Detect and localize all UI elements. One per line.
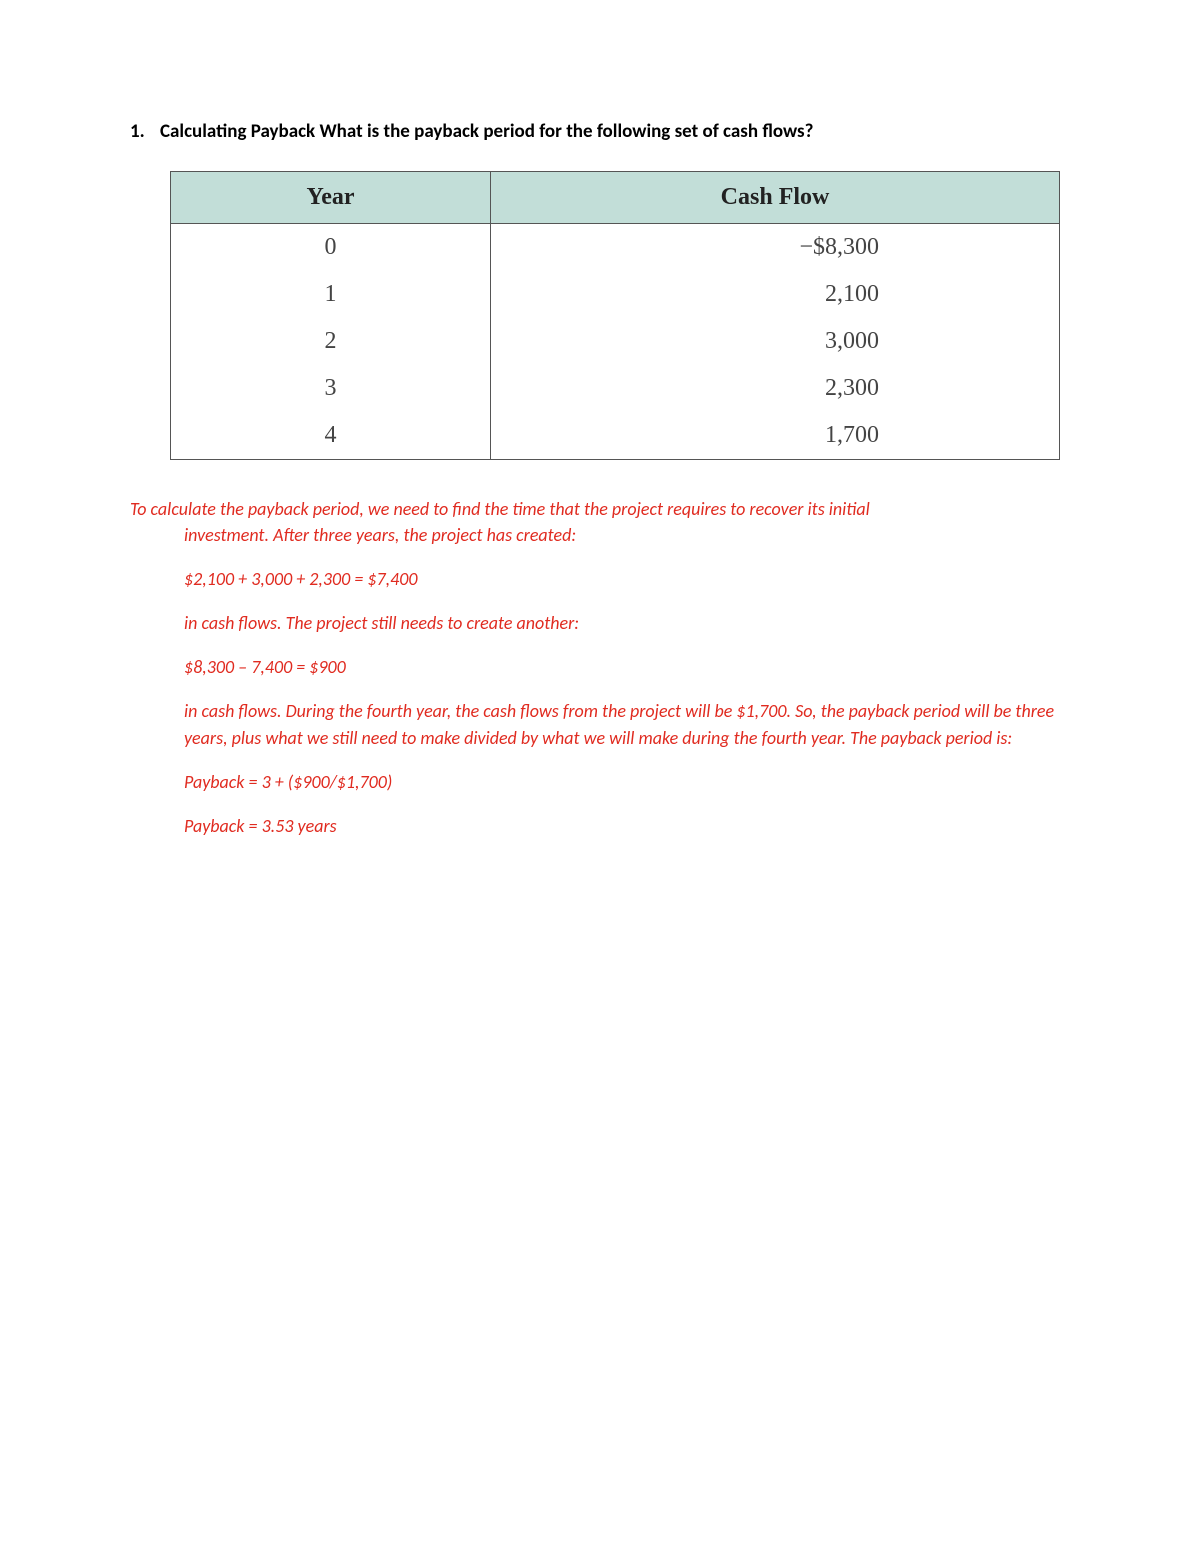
solution-step: in cash flows. The project still needs t… [130,610,1070,636]
cell-cashflow: 1,700 [491,412,1060,460]
solution-intro-line1: To calculate the payback period, we need… [130,498,870,520]
cell-year: 3 [171,365,491,412]
cashflow-table: Year Cash Flow 0 −$8,300 1 2,100 2 3,000… [170,171,1060,460]
cell-year: 2 [171,318,491,365]
cell-cashflow: −$8,300 [491,224,1060,272]
solution-step: Payback = 3.53 years [130,813,1070,839]
table-row: 0 −$8,300 [171,224,1060,272]
cell-year: 1 [171,271,491,318]
document-page: 1. Calculating Payback What is the payba… [0,0,1200,1553]
solution-step: Payback = 3 + ($900/$1,700) [130,769,1070,795]
solution-intro-line2: investment. After three years, the proje… [130,522,1070,548]
solution-block: To calculate the payback period, we need… [130,496,1070,839]
cell-cashflow: 2,300 [491,365,1060,412]
cell-year: 0 [171,224,491,272]
question-text: Calculating Payback What is the payback … [160,120,1070,143]
solution-step: in cash flows. During the fourth year, t… [130,698,1070,750]
cell-year: 4 [171,412,491,460]
cell-cashflow: 3,000 [491,318,1060,365]
solution-intro: To calculate the payback period, we need… [130,496,1070,548]
cell-cashflow: 2,100 [491,271,1060,318]
solution-step: $2,100 + 3,000 + 2,300 = $7,400 [130,566,1070,592]
question-number: 1. [130,120,160,143]
col-header-cashflow: Cash Flow [491,172,1060,224]
table-row: 3 2,300 [171,365,1060,412]
table-header-row: Year Cash Flow [171,172,1060,224]
table-row: 4 1,700 [171,412,1060,460]
table-row: 1 2,100 [171,271,1060,318]
col-header-year: Year [171,172,491,224]
question-line: 1. Calculating Payback What is the payba… [130,120,1070,143]
solution-step: $8,300 – 7,400 = $900 [130,654,1070,680]
table-row: 2 3,000 [171,318,1060,365]
